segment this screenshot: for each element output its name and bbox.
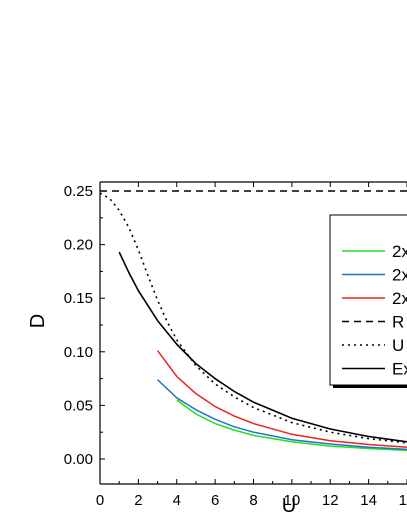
y-tick-label-2: 0.10 — [64, 344, 93, 361]
series-line-4 — [100, 192, 407, 444]
x-tick-label-8: 16 — [399, 492, 407, 509]
plot-area — [100, 190, 407, 452]
x-tick-label-5: 10 — [284, 492, 301, 509]
x-axis-title: U — [282, 495, 296, 517]
legend-label-4: U — [392, 336, 404, 355]
series-line-5 — [118, 251, 407, 443]
series-line-2 — [156, 350, 407, 448]
y-tick-label-4: 0.20 — [64, 237, 93, 254]
y-tick-label-0: 0.00 — [64, 451, 93, 468]
y-axis-title: D — [27, 314, 49, 328]
x-tick-label-6: 12 — [322, 492, 339, 509]
y-tick-label-3: 0.15 — [64, 290, 93, 307]
series-group — [100, 190, 407, 452]
legend-label-5: Ex — [392, 360, 407, 379]
x-tick-label-2: 4 — [173, 492, 181, 509]
series-line-1 — [157, 379, 407, 451]
x-tick-label-0: 0 — [96, 492, 104, 509]
legend-label-3: R — [392, 313, 404, 332]
legend-label-2: 2x — [392, 289, 407, 308]
x-tick-label-3: 6 — [211, 492, 219, 509]
x-tick-label-1: 2 — [134, 492, 142, 509]
x-tick-label-7: 14 — [360, 492, 377, 509]
legend: 2x 2x 2x RU Ex — [329, 214, 407, 388]
legend-box — [329, 214, 407, 386]
axes: 0 2 4 6 8 10 12 14 16 0.00 0.05 0.10 0.15 0.20 0.25 — [64, 181, 407, 509]
legend-label-1: 2x — [392, 266, 407, 285]
x-tick-label-4: 8 — [249, 492, 257, 509]
legend-label-0: 2x — [392, 242, 407, 261]
y-tick-label-1: 0.05 — [64, 397, 93, 414]
series-line-0 — [176, 399, 407, 452]
y-tick-label-5: 0.25 — [64, 183, 93, 200]
